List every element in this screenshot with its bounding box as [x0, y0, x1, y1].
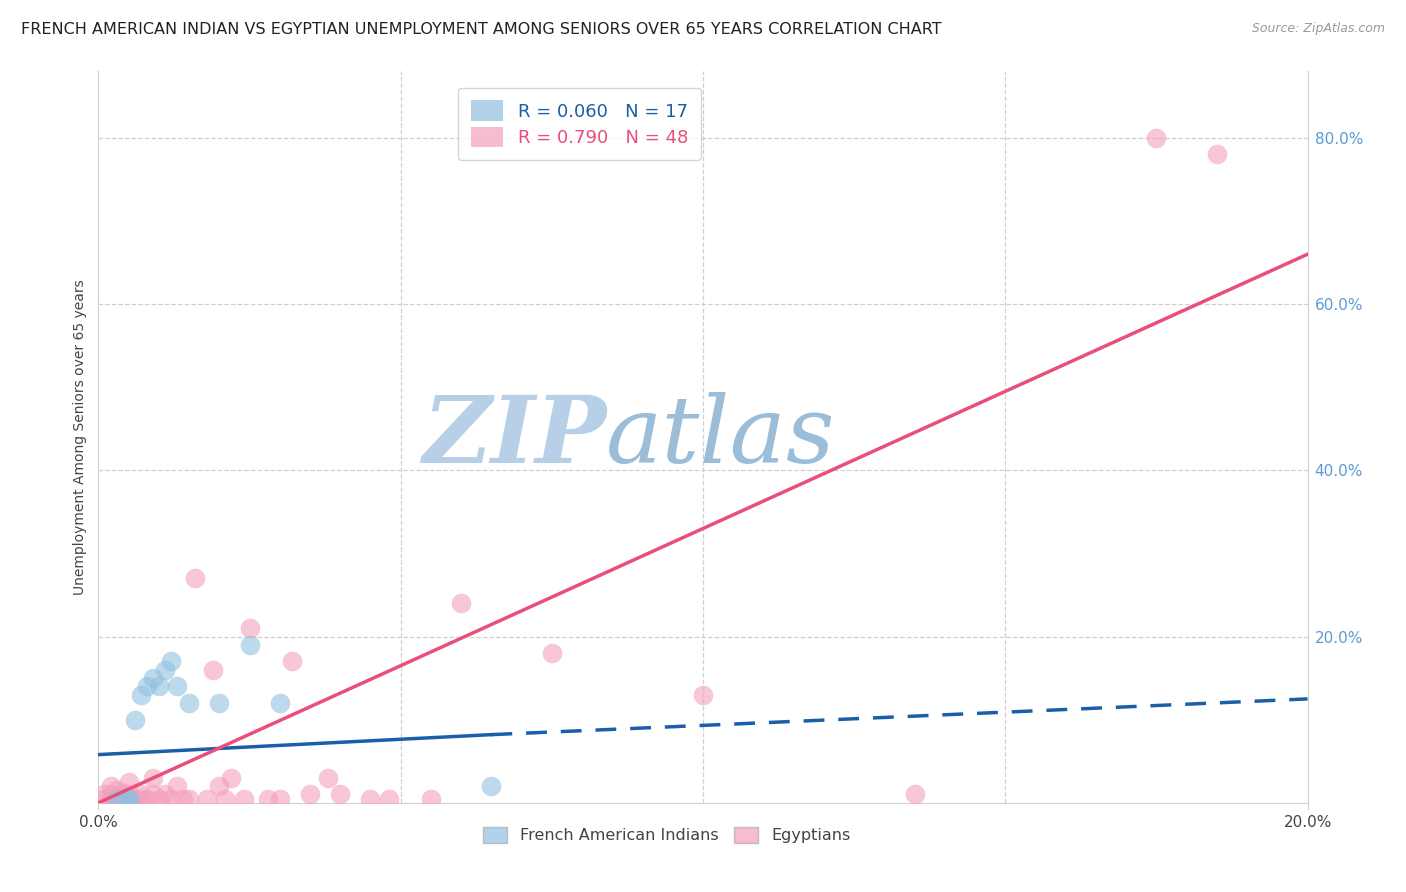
Point	[129, 688, 152, 702]
Point	[135, 791, 157, 805]
Point	[202, 663, 225, 677]
Point	[540, 646, 562, 660]
Point	[208, 696, 231, 710]
Point	[281, 655, 304, 669]
Point	[105, 791, 128, 805]
Text: Source: ZipAtlas.com: Source: ZipAtlas.com	[1251, 22, 1385, 36]
Y-axis label: Unemployment Among Seniors over 65 years: Unemployment Among Seniors over 65 years	[73, 279, 87, 595]
Point	[208, 779, 231, 793]
Point	[329, 788, 352, 802]
Point	[360, 791, 382, 805]
Point	[166, 680, 188, 694]
Point	[904, 788, 927, 802]
Point	[214, 791, 236, 805]
Point	[153, 788, 176, 802]
Point	[118, 791, 141, 805]
Text: FRENCH AMERICAN INDIAN VS EGYPTIAN UNEMPLOYMENT AMONG SENIORS OVER 65 YEARS CORR: FRENCH AMERICAN INDIAN VS EGYPTIAN UNEMP…	[21, 22, 942, 37]
Point	[111, 791, 134, 805]
Point	[172, 791, 194, 805]
Point	[148, 680, 170, 694]
Point	[377, 791, 399, 805]
Point	[232, 791, 254, 805]
Point	[100, 791, 122, 805]
Text: atlas: atlas	[606, 392, 835, 482]
Point	[299, 788, 322, 802]
Legend: French American Indians, Egyptians: French American Indians, Egyptians	[477, 821, 856, 850]
Point	[184, 571, 207, 585]
Point	[420, 791, 443, 805]
Point	[239, 638, 262, 652]
Point	[100, 779, 122, 793]
Point	[124, 791, 146, 805]
Point	[142, 671, 165, 685]
Point	[142, 788, 165, 802]
Point	[160, 655, 183, 669]
Point	[195, 791, 218, 805]
Point	[692, 688, 714, 702]
Point	[166, 779, 188, 793]
Point	[160, 791, 183, 805]
Point	[129, 788, 152, 802]
Point	[135, 680, 157, 694]
Point	[153, 663, 176, 677]
Point	[256, 791, 278, 805]
Point	[118, 788, 141, 802]
Point	[142, 771, 165, 785]
Point	[105, 791, 128, 805]
Point	[450, 596, 472, 610]
Point	[239, 621, 262, 635]
Point	[105, 789, 128, 804]
Point	[1144, 131, 1167, 145]
Point	[1206, 147, 1229, 161]
Point	[105, 783, 128, 797]
Point	[100, 788, 122, 802]
Point	[269, 696, 291, 710]
Point	[111, 791, 134, 805]
Point	[93, 788, 115, 802]
Point	[93, 791, 115, 805]
Point	[148, 791, 170, 805]
Point	[481, 779, 503, 793]
Point	[118, 791, 141, 805]
Point	[179, 791, 201, 805]
Point	[118, 775, 141, 789]
Point	[111, 788, 134, 802]
Point	[129, 791, 152, 805]
Point	[269, 791, 291, 805]
Point	[118, 791, 141, 805]
Point	[221, 771, 243, 785]
Text: ZIP: ZIP	[422, 392, 606, 482]
Point	[179, 696, 201, 710]
Point	[124, 713, 146, 727]
Point	[316, 771, 339, 785]
